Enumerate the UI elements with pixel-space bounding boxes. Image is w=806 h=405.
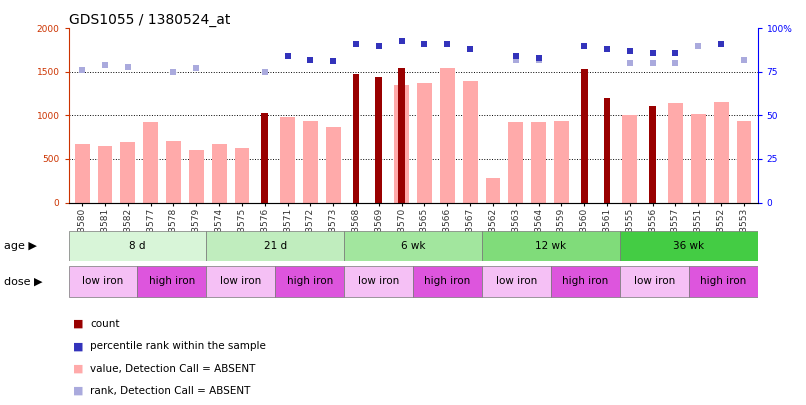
Bar bbox=[737, 121, 751, 202]
Text: low iron: low iron bbox=[496, 277, 537, 286]
Text: ■: ■ bbox=[73, 341, 83, 351]
Text: percentile rank within the sample: percentile rank within the sample bbox=[90, 341, 266, 351]
Bar bbox=[235, 148, 249, 202]
Bar bbox=[604, 98, 610, 202]
Bar bbox=[166, 141, 181, 202]
Bar bbox=[189, 150, 204, 202]
FancyBboxPatch shape bbox=[482, 231, 620, 261]
Text: 6 wk: 6 wk bbox=[401, 241, 426, 251]
FancyBboxPatch shape bbox=[482, 266, 551, 297]
Bar bbox=[691, 114, 706, 202]
FancyBboxPatch shape bbox=[137, 266, 206, 297]
Bar bbox=[650, 106, 656, 202]
Bar bbox=[75, 144, 89, 202]
Text: ■: ■ bbox=[73, 386, 83, 396]
Bar bbox=[554, 121, 569, 202]
Text: high iron: high iron bbox=[425, 277, 471, 286]
FancyBboxPatch shape bbox=[688, 266, 758, 297]
FancyBboxPatch shape bbox=[413, 266, 482, 297]
Text: low iron: low iron bbox=[220, 277, 261, 286]
FancyBboxPatch shape bbox=[69, 231, 206, 261]
Text: high iron: high iron bbox=[149, 277, 195, 286]
Text: high iron: high iron bbox=[563, 277, 609, 286]
FancyBboxPatch shape bbox=[344, 231, 482, 261]
Text: value, Detection Call = ABSENT: value, Detection Call = ABSENT bbox=[90, 364, 256, 373]
Bar bbox=[120, 142, 135, 202]
Bar bbox=[98, 146, 112, 202]
Bar bbox=[581, 69, 588, 202]
Text: 8 d: 8 d bbox=[129, 241, 146, 251]
Text: low iron: low iron bbox=[634, 277, 675, 286]
Bar bbox=[440, 68, 455, 202]
Bar bbox=[622, 115, 638, 202]
FancyBboxPatch shape bbox=[620, 266, 688, 297]
Bar bbox=[714, 102, 729, 202]
Bar bbox=[303, 121, 318, 202]
Bar bbox=[485, 178, 501, 202]
FancyBboxPatch shape bbox=[276, 266, 344, 297]
Bar bbox=[394, 85, 409, 202]
Bar bbox=[261, 113, 268, 202]
Bar bbox=[668, 103, 683, 202]
FancyBboxPatch shape bbox=[69, 266, 137, 297]
Text: ■: ■ bbox=[73, 319, 83, 329]
Text: high iron: high iron bbox=[287, 277, 333, 286]
Bar bbox=[531, 122, 546, 202]
Bar bbox=[463, 81, 477, 202]
Bar bbox=[280, 117, 295, 202]
Text: GDS1055 / 1380524_at: GDS1055 / 1380524_at bbox=[69, 13, 230, 27]
Text: low iron: low iron bbox=[82, 277, 123, 286]
FancyBboxPatch shape bbox=[206, 231, 344, 261]
Text: 21 d: 21 d bbox=[264, 241, 287, 251]
FancyBboxPatch shape bbox=[551, 266, 620, 297]
Text: 36 wk: 36 wk bbox=[673, 241, 704, 251]
Bar bbox=[352, 74, 359, 202]
FancyBboxPatch shape bbox=[620, 231, 758, 261]
Bar bbox=[376, 77, 382, 202]
Text: ■: ■ bbox=[73, 364, 83, 373]
Text: 12 wk: 12 wk bbox=[535, 241, 567, 251]
Text: age ▶: age ▶ bbox=[4, 241, 37, 251]
FancyBboxPatch shape bbox=[344, 266, 413, 297]
Bar bbox=[398, 68, 405, 202]
Bar bbox=[212, 144, 226, 202]
Bar bbox=[417, 83, 432, 202]
Bar bbox=[143, 122, 158, 202]
Text: dose ▶: dose ▶ bbox=[4, 277, 43, 286]
Text: rank, Detection Call = ABSENT: rank, Detection Call = ABSENT bbox=[90, 386, 251, 396]
FancyBboxPatch shape bbox=[206, 266, 276, 297]
Bar bbox=[326, 127, 341, 202]
Text: count: count bbox=[90, 319, 120, 329]
Text: low iron: low iron bbox=[358, 277, 399, 286]
Text: high iron: high iron bbox=[700, 277, 746, 286]
Bar bbox=[509, 122, 523, 202]
